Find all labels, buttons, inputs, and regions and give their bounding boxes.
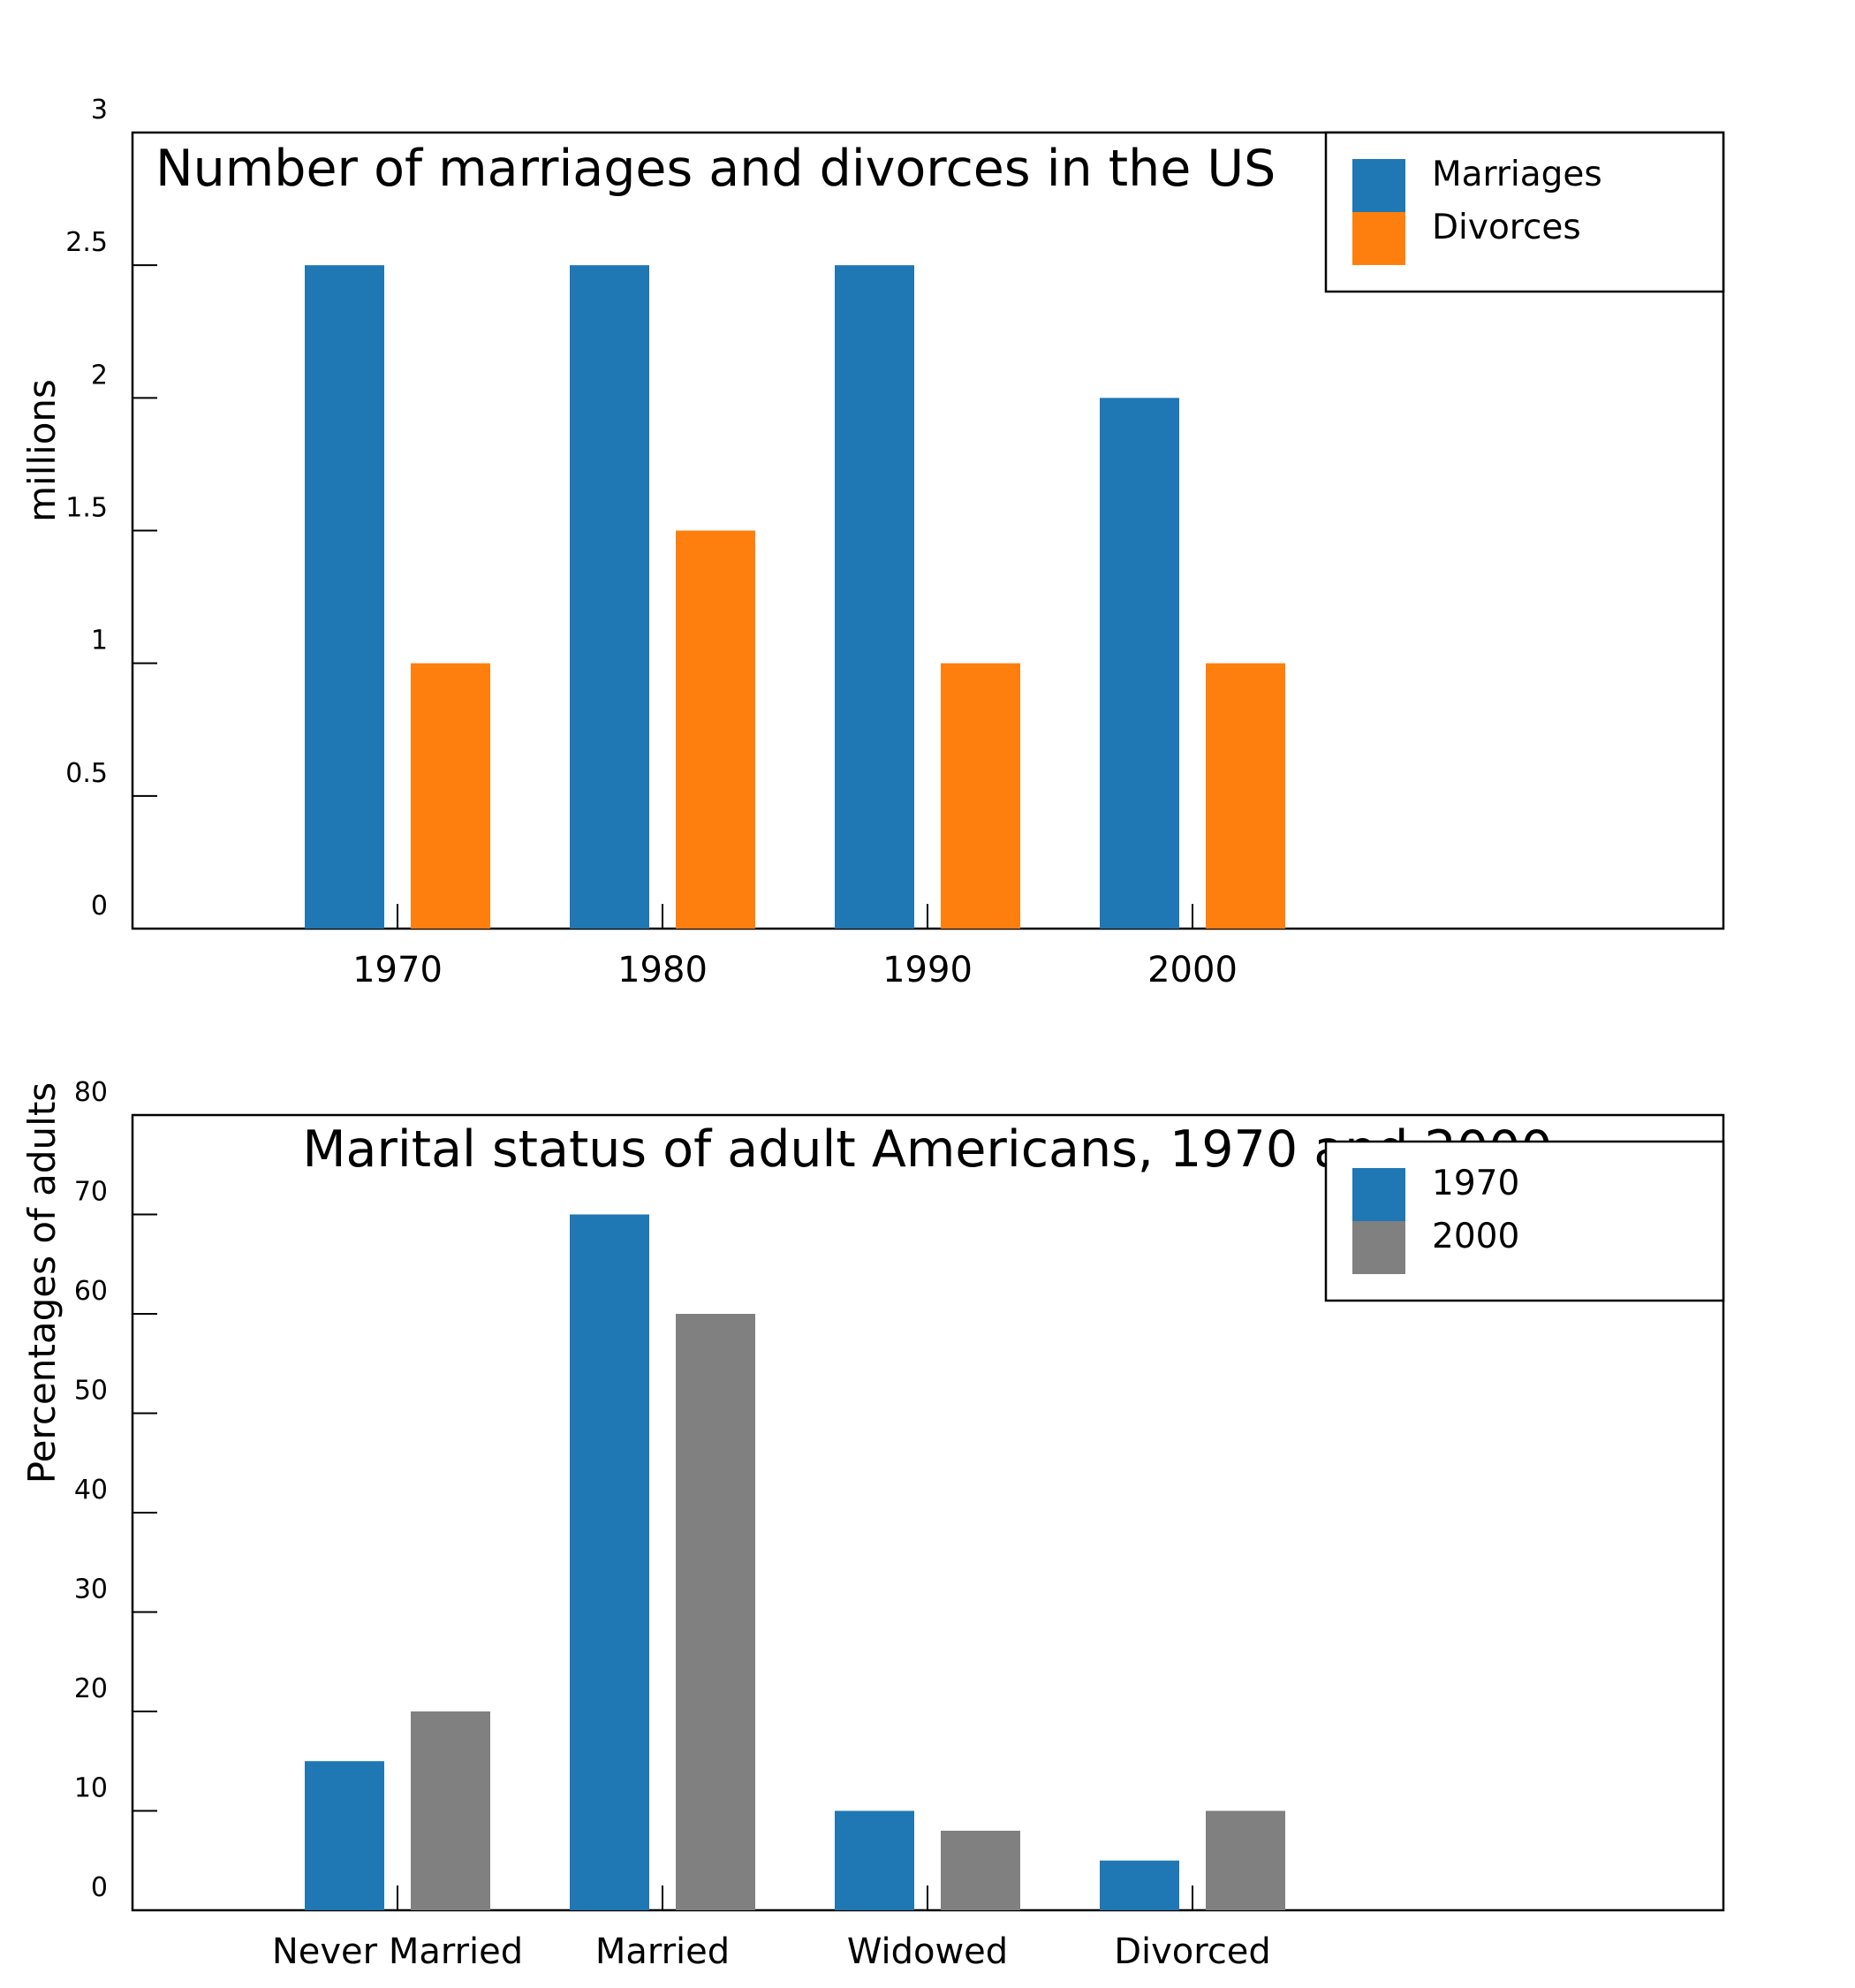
x-tick-label: 2000 (1147, 950, 1238, 990)
y-tick-label: 0 (91, 891, 108, 922)
legend-swatch (1352, 1168, 1405, 1221)
legend-label: Marriages (1432, 155, 1602, 194)
bar-2000-married (676, 1314, 755, 1910)
x-tick-label: 1980 (617, 950, 708, 990)
y-tick-label: 2 (91, 360, 108, 391)
bar-marriages-1970 (305, 265, 384, 930)
legend-label: 2000 (1432, 1217, 1519, 1256)
bar-2000-divorced (1206, 1810, 1285, 1910)
y-tick-label: 2.5 (65, 227, 108, 258)
y-tick-label: 1 (91, 626, 108, 656)
y-tick-label: 10 (74, 1773, 108, 1804)
y-tick-label: 30 (74, 1574, 108, 1605)
x-tick-label: Divorced (1114, 1931, 1271, 1972)
y-axis-title: Percentages of adults (20, 1082, 64, 1483)
bar-divorces-1990 (941, 663, 1020, 929)
x-tick-label: Never Married (272, 1931, 523, 1972)
chart-2: 0 10 20 30 40 50 60 70 80 Never Married Married Wid… (20, 1077, 1725, 1972)
x-tick-label: 1970 (352, 950, 443, 990)
legend-swatch (1352, 212, 1405, 265)
bar-2000-never-married (411, 1711, 490, 1910)
legend: Marriages Divorces (1324, 131, 1725, 293)
bar-marriages-1990 (835, 265, 914, 930)
bar-1970-married (570, 1214, 649, 1910)
y-tick-label: 3 (91, 95, 108, 125)
y-tick-label: 80 (74, 1077, 108, 1108)
bar-1970-widowed (835, 1810, 914, 1910)
legend-label: 1970 (1432, 1164, 1519, 1203)
x-tick-label: Widowed (847, 1931, 1008, 1972)
legend-label: Divorces (1432, 208, 1581, 247)
bar-divorces-1980 (676, 530, 755, 929)
bar-1970-divorced (1100, 1860, 1179, 1910)
chart-title: Number of marriages and divorces in the … (155, 140, 1276, 198)
x-tick-label: 1990 (882, 950, 973, 990)
bar-marriages-1980 (570, 265, 649, 930)
y-tick-label: 0 (91, 1872, 108, 1903)
y-tick-label: 20 (74, 1673, 108, 1704)
y-tick-label: 1.5 (65, 493, 108, 524)
x-tick-label: Married (595, 1931, 730, 1972)
bar-divorces-1970 (411, 663, 490, 929)
y-axis-title: millions (20, 379, 64, 522)
legend-swatch (1352, 1221, 1405, 1274)
y-tick-label: 60 (74, 1276, 108, 1307)
bar-1970-never-married (305, 1761, 384, 1910)
y-tick-label: 50 (74, 1376, 108, 1407)
bar-marriages-2000 (1100, 398, 1179, 929)
legend: 1970 2000 (1324, 1140, 1725, 1302)
chart-1: 0 0.5 1 1.5 2 2.5 3 1970 1980 1990 2000 millions Num… (20, 95, 1725, 990)
legend-swatch (1352, 159, 1405, 212)
y-tick-label: 40 (74, 1475, 108, 1506)
bar-2000-widowed (941, 1831, 1020, 1910)
y-tick-label: 70 (74, 1177, 108, 1208)
bar-divorces-2000 (1206, 663, 1285, 929)
y-tick-label: 0.5 (65, 758, 108, 789)
